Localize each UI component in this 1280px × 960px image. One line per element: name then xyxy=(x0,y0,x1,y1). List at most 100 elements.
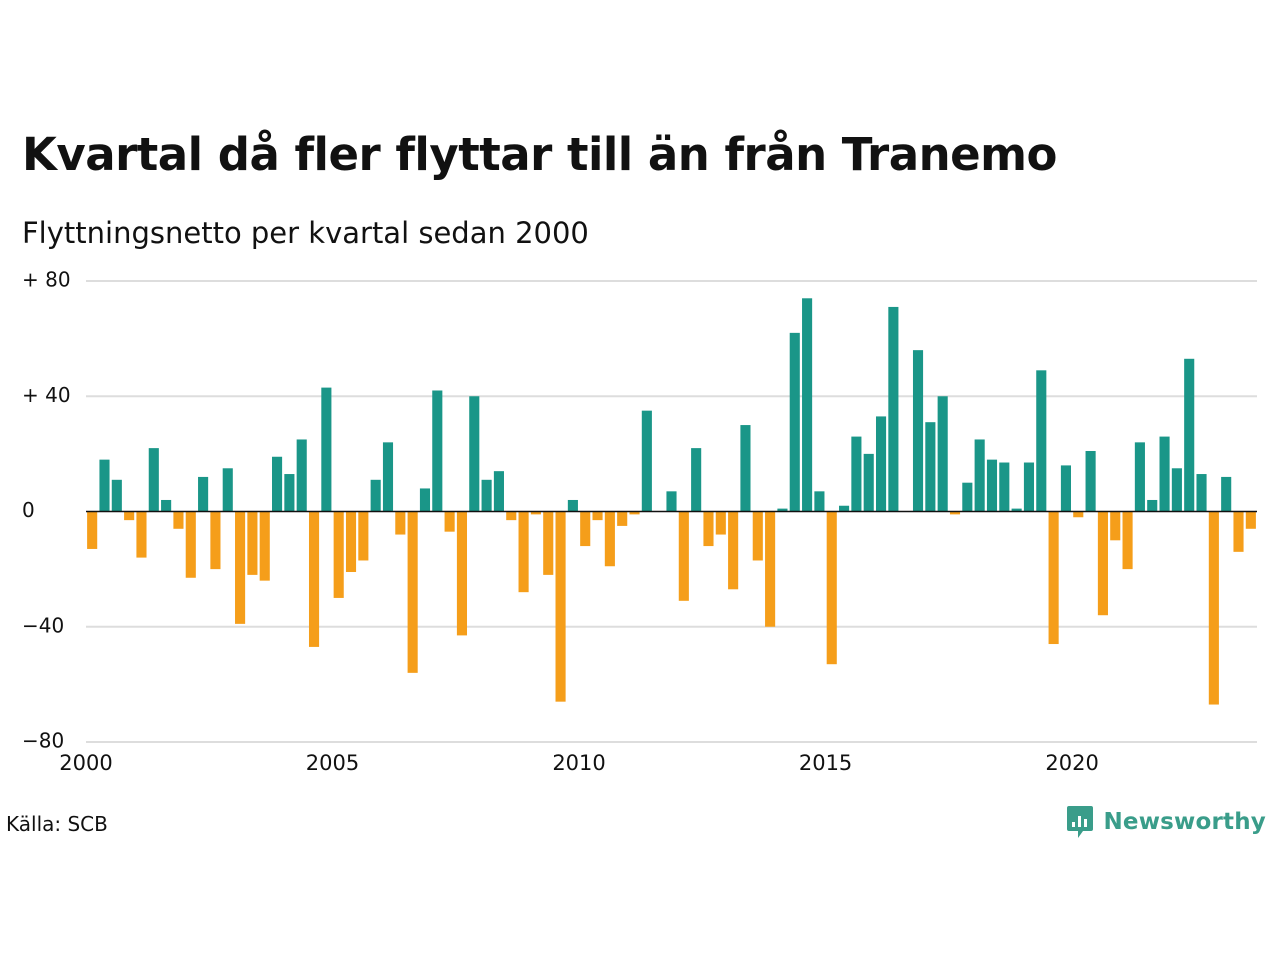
bar xyxy=(765,511,776,627)
bar xyxy=(617,511,628,526)
chart-title: Kvartal då fler flyttar till än från Tra… xyxy=(22,128,1057,181)
bar xyxy=(148,448,159,512)
bar xyxy=(99,459,110,512)
x-tick-label: 2015 xyxy=(799,751,852,775)
bar xyxy=(518,511,529,593)
bar xyxy=(678,511,689,601)
source-label: Källa: SCB xyxy=(6,812,108,836)
newsworthy-logo-icon xyxy=(1067,806,1094,838)
y-tick-label: −40 xyxy=(22,613,64,637)
bar xyxy=(752,511,763,561)
bar xyxy=(802,298,813,512)
bar xyxy=(691,448,702,512)
y-tick-label: + 40 xyxy=(22,383,71,407)
bar xyxy=(986,459,998,512)
bar xyxy=(1023,462,1035,512)
bar xyxy=(173,511,184,529)
bar xyxy=(1184,358,1195,512)
bar xyxy=(1060,465,1071,512)
bar xyxy=(222,468,233,512)
bar xyxy=(580,511,591,547)
bar xyxy=(259,511,270,581)
bar xyxy=(198,476,209,512)
y-tick-label: −80 xyxy=(22,729,64,753)
newsworthy-brand: Newsworthy xyxy=(1066,804,1266,840)
bar xyxy=(826,511,837,665)
bar xyxy=(1196,474,1207,512)
bar xyxy=(555,511,566,702)
y-tick-label: + 80 xyxy=(22,268,71,292)
bar xyxy=(1208,511,1219,705)
bar xyxy=(715,511,726,535)
bar xyxy=(814,491,825,512)
bar xyxy=(567,499,578,512)
bar xyxy=(481,479,492,512)
bar xyxy=(506,511,517,521)
bar xyxy=(1134,442,1145,512)
bar xyxy=(1171,468,1182,512)
bar xyxy=(136,511,147,558)
bar xyxy=(124,511,135,521)
chart-subtitle: Flyttningsnetto per kvartal sedan 2000 xyxy=(22,216,589,250)
bar xyxy=(345,511,357,573)
bar xyxy=(666,491,677,512)
bar xyxy=(1011,508,1022,512)
bar xyxy=(395,511,406,535)
bar xyxy=(1233,511,1244,552)
bar xyxy=(1122,511,1133,570)
bar xyxy=(407,511,418,673)
bar xyxy=(1110,511,1121,541)
bar xyxy=(111,479,122,512)
bar xyxy=(432,390,443,512)
bar xyxy=(703,511,714,547)
x-tick-label: 2000 xyxy=(59,751,112,775)
bars xyxy=(87,298,1256,705)
bar xyxy=(296,439,307,512)
bar xyxy=(382,442,394,512)
bar xyxy=(937,396,948,512)
bar xyxy=(235,511,246,624)
bar xyxy=(1085,450,1096,512)
bar xyxy=(358,511,369,561)
bar xyxy=(592,511,603,521)
bar xyxy=(974,439,985,512)
bar xyxy=(1221,476,1232,512)
y-tick-label: 0 xyxy=(22,498,35,522)
bar xyxy=(308,511,320,647)
bar xyxy=(543,511,554,575)
bar xyxy=(1147,499,1158,512)
bar xyxy=(641,410,652,512)
bar xyxy=(925,422,936,512)
bar xyxy=(777,508,788,512)
bar xyxy=(629,511,640,515)
bar xyxy=(493,471,504,512)
bar xyxy=(728,511,739,590)
bar xyxy=(1097,511,1108,616)
bar xyxy=(284,474,295,512)
bar xyxy=(839,505,850,512)
bar xyxy=(851,436,862,512)
x-tick-label: 2020 xyxy=(1045,751,1098,775)
bar xyxy=(1245,511,1256,529)
bar xyxy=(370,479,381,512)
bar xyxy=(456,511,468,636)
bar xyxy=(740,425,751,512)
bar xyxy=(863,453,874,512)
bar xyxy=(419,488,431,512)
bar xyxy=(444,511,455,532)
bar xyxy=(247,511,258,575)
x-tick-label: 2010 xyxy=(552,751,605,775)
bar xyxy=(789,332,800,512)
x-axis-ticks: 2000 2005 2010 2015 2020 xyxy=(59,751,1099,775)
x-tick-label: 2005 xyxy=(306,751,359,775)
bar xyxy=(912,350,924,512)
bar xyxy=(1048,511,1059,645)
bar xyxy=(962,482,973,512)
bar xyxy=(875,416,887,512)
bar xyxy=(469,396,480,512)
bar xyxy=(999,462,1010,512)
y-axis-ticks: + 80 + 40 0 −40 −80 xyxy=(22,268,71,753)
bar xyxy=(210,511,221,570)
bar xyxy=(272,456,283,512)
